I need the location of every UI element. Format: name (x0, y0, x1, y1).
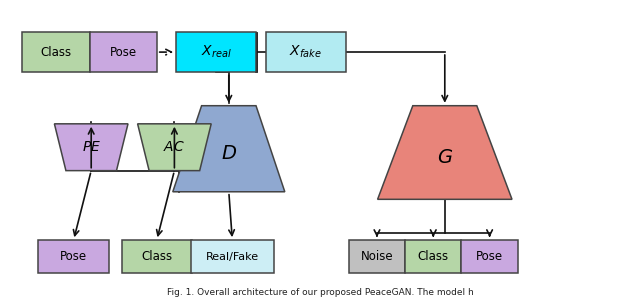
Text: Pose: Pose (60, 250, 87, 263)
Text: $D$: $D$ (221, 143, 237, 162)
Bar (349, 240, 405, 273)
Text: $X_{real}$: $X_{real}$ (201, 44, 231, 60)
Polygon shape (173, 106, 285, 192)
Polygon shape (378, 106, 512, 199)
Text: $AC$: $AC$ (163, 140, 186, 154)
Text: Real/Fake: Real/Fake (205, 252, 259, 262)
Text: $PE$: $PE$ (82, 140, 100, 154)
Bar (90, 32, 157, 72)
Bar (122, 240, 192, 273)
Bar (266, 32, 346, 72)
Text: Class: Class (141, 250, 172, 263)
Text: Class: Class (418, 250, 449, 263)
Polygon shape (54, 124, 128, 171)
Bar (405, 240, 461, 273)
Bar (176, 32, 256, 72)
Text: Noise: Noise (361, 250, 393, 263)
Polygon shape (138, 124, 211, 171)
Text: Class: Class (40, 46, 72, 59)
Text: $X_{fake}$: $X_{fake}$ (289, 44, 322, 60)
Text: Fig. 1. Overall architecture of our proposed PeaceGAN. The model h: Fig. 1. Overall architecture of our prop… (166, 288, 474, 297)
Bar (461, 240, 518, 273)
Bar (191, 240, 274, 273)
Bar (22, 32, 90, 72)
Text: $G$: $G$ (436, 148, 453, 167)
Text: Pose: Pose (476, 250, 503, 263)
Text: Pose: Pose (109, 46, 137, 59)
Bar (38, 240, 109, 273)
